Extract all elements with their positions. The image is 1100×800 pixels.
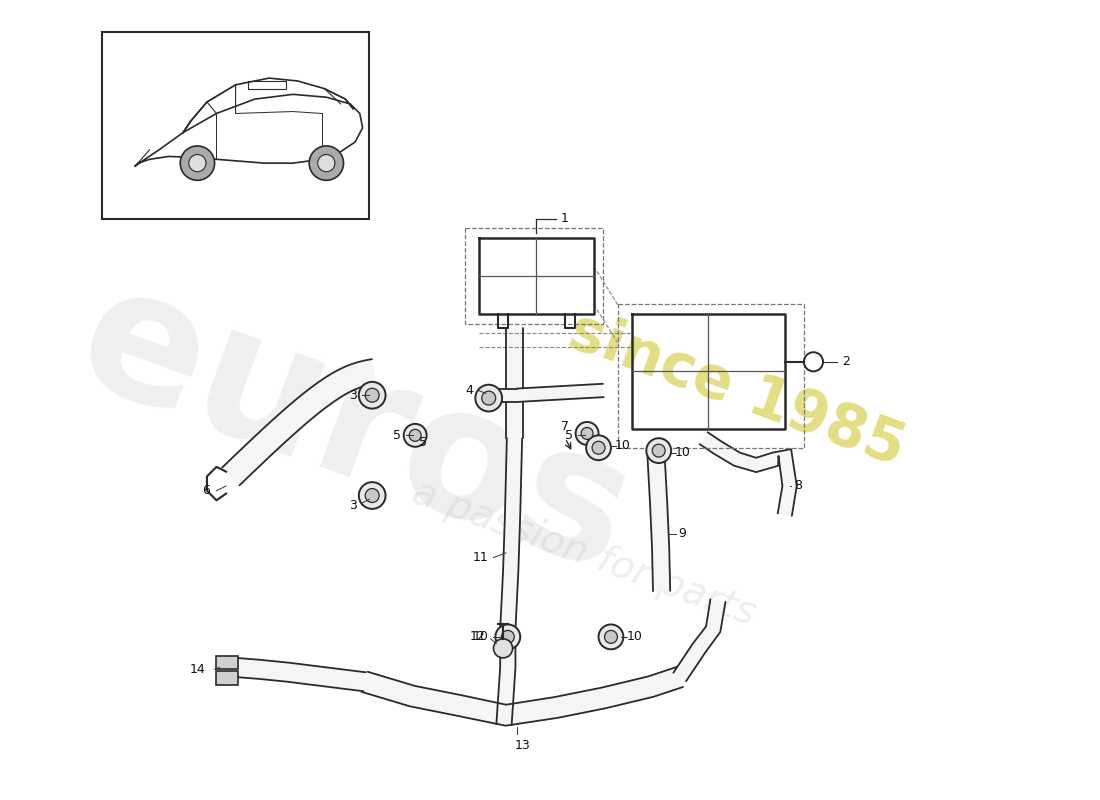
Polygon shape — [647, 452, 670, 591]
Circle shape — [318, 154, 334, 172]
Circle shape — [598, 625, 624, 650]
Polygon shape — [496, 630, 516, 726]
Text: euros: euros — [56, 248, 653, 609]
Circle shape — [647, 438, 671, 463]
Text: 11: 11 — [473, 551, 488, 564]
Text: a passion for parts: a passion for parts — [407, 473, 761, 633]
Circle shape — [502, 630, 515, 643]
Polygon shape — [234, 658, 365, 691]
Circle shape — [180, 146, 214, 180]
Circle shape — [495, 625, 520, 650]
Polygon shape — [700, 432, 796, 516]
Text: 8: 8 — [794, 479, 802, 493]
Bar — [102, 32, 370, 218]
Polygon shape — [480, 389, 517, 402]
Text: 3: 3 — [349, 389, 356, 402]
Circle shape — [409, 430, 421, 442]
Circle shape — [359, 382, 386, 409]
Circle shape — [605, 630, 617, 643]
Circle shape — [475, 385, 502, 411]
Text: 5: 5 — [393, 429, 400, 442]
Polygon shape — [500, 438, 522, 630]
Circle shape — [189, 154, 206, 172]
Circle shape — [365, 489, 380, 502]
Circle shape — [404, 424, 427, 447]
Text: 7: 7 — [561, 421, 569, 434]
Polygon shape — [506, 328, 524, 438]
Polygon shape — [673, 599, 726, 682]
Circle shape — [359, 482, 386, 509]
Bar — [217, 656, 238, 670]
Bar — [217, 671, 238, 685]
Circle shape — [575, 422, 598, 445]
Text: 13: 13 — [515, 739, 530, 752]
Text: 10: 10 — [473, 630, 488, 643]
Bar — [465, 228, 603, 323]
Text: 10: 10 — [615, 439, 630, 452]
Text: 14: 14 — [189, 663, 205, 676]
Text: 3: 3 — [349, 498, 356, 511]
Text: 10: 10 — [675, 446, 691, 459]
Text: 4: 4 — [465, 384, 473, 397]
Bar — [618, 305, 804, 448]
Circle shape — [365, 388, 380, 402]
Circle shape — [586, 435, 611, 460]
Text: 6: 6 — [202, 484, 210, 498]
Polygon shape — [517, 384, 604, 402]
Circle shape — [482, 391, 496, 405]
Text: 9: 9 — [678, 527, 685, 540]
Circle shape — [494, 638, 513, 658]
Text: 12: 12 — [470, 630, 486, 643]
Circle shape — [581, 427, 593, 439]
Text: 1: 1 — [560, 212, 569, 225]
Circle shape — [592, 442, 605, 454]
Text: 10: 10 — [626, 630, 642, 643]
Circle shape — [652, 444, 666, 457]
Polygon shape — [222, 359, 376, 486]
Text: 2: 2 — [843, 355, 850, 368]
Text: since 1985: since 1985 — [561, 303, 913, 478]
Text: 5: 5 — [564, 429, 573, 442]
Circle shape — [309, 146, 343, 180]
Text: 5: 5 — [419, 437, 427, 450]
Polygon shape — [362, 667, 683, 726]
